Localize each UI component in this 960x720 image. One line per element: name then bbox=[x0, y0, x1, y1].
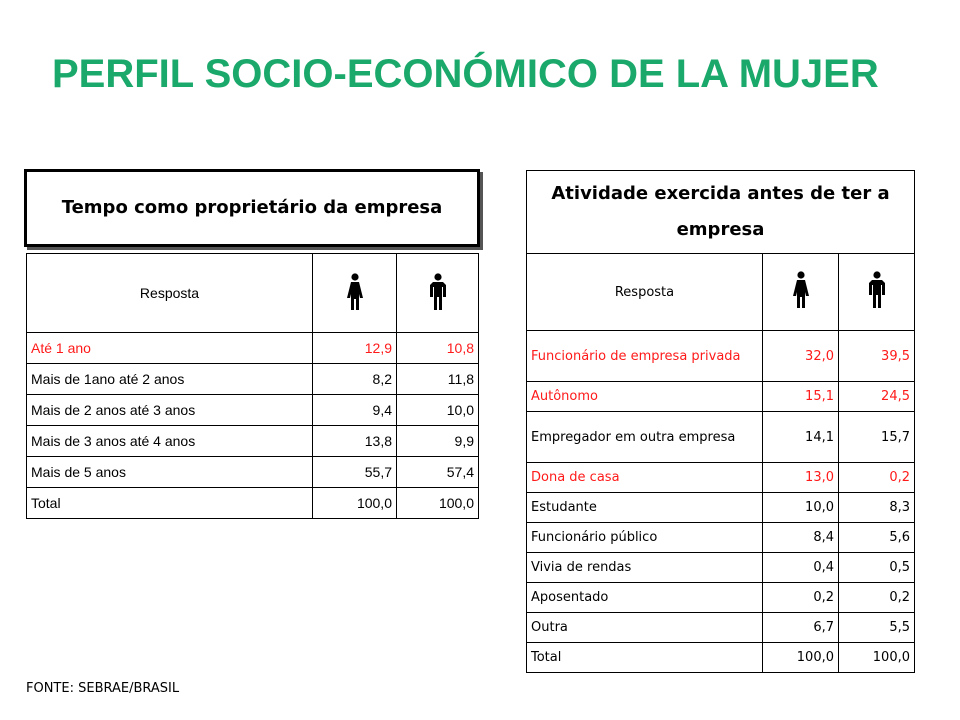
female-icon bbox=[762, 253, 839, 331]
row-label: Dona de casa bbox=[526, 462, 763, 493]
female-value: 0,4 bbox=[762, 552, 839, 583]
female-value: 100,0 bbox=[312, 487, 397, 519]
table-row: Estudante 10,0 8,3 bbox=[526, 492, 915, 523]
table-row: Empregador em outra empresa 14,1 15,7 bbox=[526, 411, 915, 463]
male-value: 15,7 bbox=[838, 411, 915, 463]
row-label: Mais de 3 anos até 4 anos bbox=[26, 425, 313, 457]
table-row: Mais de 1ano até 2 anos 8,2 11,8 bbox=[26, 363, 479, 395]
table-row: Até 1 ano 12,9 10,8 bbox=[26, 332, 479, 364]
female-value: 8,2 bbox=[312, 363, 397, 395]
table-row: Mais de 3 anos até 4 anos 13,8 9,9 bbox=[26, 425, 479, 457]
male-value: 24,5 bbox=[838, 381, 915, 412]
table-row: Aposentado 0,2 0,2 bbox=[526, 582, 915, 613]
female-value: 13,0 bbox=[762, 462, 839, 493]
male-value: 0,5 bbox=[838, 552, 915, 583]
female-value: 15,1 bbox=[762, 381, 839, 412]
male-value: 100,0 bbox=[838, 642, 915, 673]
male-value: 10,0 bbox=[396, 394, 479, 426]
table-row: Funcionário público 8,4 5,6 bbox=[526, 522, 915, 553]
male-value: 11,8 bbox=[396, 363, 479, 395]
header-resposta: Resposta bbox=[526, 253, 763, 331]
row-label: Autônomo bbox=[526, 381, 763, 412]
table-row: Dona de casa 13,0 0,2 bbox=[526, 462, 915, 493]
male-value: 0,2 bbox=[838, 582, 915, 613]
table-row: Vivia de rendas 0,4 0,5 bbox=[526, 552, 915, 583]
male-value: 39,5 bbox=[838, 330, 915, 382]
row-label: Mais de 1ano até 2 anos bbox=[26, 363, 313, 395]
male-value: 57,4 bbox=[396, 456, 479, 488]
female-value: 8,4 bbox=[762, 522, 839, 553]
table-atividade-anterior: Atividade exercida antes de ter a empres… bbox=[526, 170, 915, 673]
table-row: Total 100,0 100,0 bbox=[526, 642, 915, 673]
table-row: Funcionário de empresa privada 32,0 39,5 bbox=[526, 330, 915, 382]
row-label: Até 1 ano bbox=[26, 332, 313, 364]
right-table-caption: Atividade exercida antes de ter a empres… bbox=[526, 170, 915, 254]
male-icon bbox=[396, 253, 479, 333]
male-value: 0,2 bbox=[838, 462, 915, 493]
source-note: FONTE: SEBRAE/BRASIL bbox=[26, 681, 180, 696]
row-label: Aposentado bbox=[526, 582, 763, 613]
row-label: Funcionário público bbox=[526, 522, 763, 553]
table-row: Outra 6,7 5,5 bbox=[526, 612, 915, 643]
female-value: 6,7 bbox=[762, 612, 839, 643]
male-value: 8,3 bbox=[838, 492, 915, 523]
row-label: Vivia de rendas bbox=[526, 552, 763, 583]
female-value: 32,0 bbox=[762, 330, 839, 382]
row-label: Estudante bbox=[526, 492, 763, 523]
female-value: 14,1 bbox=[762, 411, 839, 463]
page-title: PERFIL SOCIO-ECONÓMICO DE LA MUJER bbox=[52, 52, 879, 96]
table-row: Autônomo 15,1 24,5 bbox=[526, 381, 915, 412]
male-value: 100,0 bbox=[396, 487, 479, 519]
table-header-row: Resposta bbox=[26, 253, 479, 333]
table-tempo-proprietario: Resposta Até 1 ano 12,9 10,8 Mais de 1ano a… bbox=[26, 253, 479, 519]
female-value: 55,7 bbox=[312, 456, 397, 488]
female-value: 100,0 bbox=[762, 642, 839, 673]
male-value: 9,9 bbox=[396, 425, 479, 457]
left-table-caption-text: Tempo como proprietário da empresa bbox=[61, 197, 443, 218]
row-label: Total bbox=[26, 487, 313, 519]
female-value: 12,9 bbox=[312, 332, 397, 364]
table-row: Total 100,0 100,0 bbox=[26, 487, 479, 519]
table-row: Mais de 2 anos até 3 anos 9,4 10,0 bbox=[26, 394, 479, 426]
female-value: 9,4 bbox=[312, 394, 397, 426]
male-value: 5,5 bbox=[838, 612, 915, 643]
male-icon bbox=[838, 253, 915, 331]
table-header-row: Resposta bbox=[526, 253, 915, 331]
male-value: 10,8 bbox=[396, 332, 479, 364]
left-table-caption: Tempo como proprietário da empresa bbox=[24, 169, 480, 247]
row-label: Total bbox=[526, 642, 763, 673]
row-label: Outra bbox=[526, 612, 763, 643]
female-value: 0,2 bbox=[762, 582, 839, 613]
female-value: 10,0 bbox=[762, 492, 839, 523]
table-row: Mais de 5 anos 55,7 57,4 bbox=[26, 456, 479, 488]
row-label: Empregador em outra empresa bbox=[526, 411, 763, 463]
right-table-caption-row: Atividade exercida antes de ter a empres… bbox=[526, 170, 915, 254]
male-value: 5,6 bbox=[838, 522, 915, 553]
row-label: Mais de 5 anos bbox=[26, 456, 313, 488]
female-value: 13,8 bbox=[312, 425, 397, 457]
row-label: Funcionário de empresa privada bbox=[526, 330, 763, 382]
row-label: Mais de 2 anos até 3 anos bbox=[26, 394, 313, 426]
female-icon bbox=[312, 253, 397, 333]
header-resposta: Resposta bbox=[26, 253, 313, 333]
